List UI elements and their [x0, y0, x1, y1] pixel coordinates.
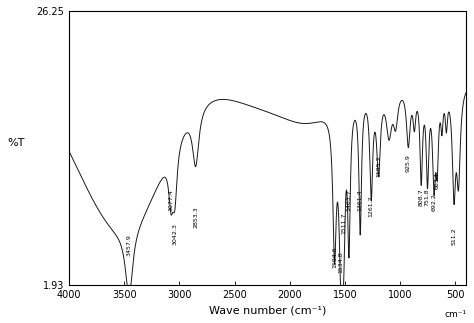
Text: 1594.6: 1594.6	[332, 246, 337, 268]
Y-axis label: %T: %T	[7, 138, 24, 148]
Text: 3077.4: 3077.4	[168, 189, 173, 211]
Text: 1511.7: 1511.7	[341, 212, 346, 234]
Text: 751.8: 751.8	[425, 188, 430, 206]
Text: 692.2: 692.2	[431, 193, 437, 211]
Text: 1195.2: 1195.2	[376, 156, 381, 177]
Text: 1463.7: 1463.7	[346, 190, 351, 211]
Text: 808.7: 808.7	[419, 188, 424, 206]
Text: 663.1: 663.1	[435, 171, 440, 189]
Text: cm⁻¹: cm⁻¹	[444, 310, 466, 319]
Text: 1261.2: 1261.2	[369, 195, 374, 217]
Text: 1534.8: 1534.8	[338, 252, 344, 273]
Text: 925.9: 925.9	[406, 154, 410, 172]
Text: 3457.9: 3457.9	[127, 234, 131, 256]
Text: 1361.4: 1361.4	[358, 190, 363, 211]
X-axis label: Wave number (cm⁻¹): Wave number (cm⁻¹)	[209, 306, 327, 316]
Text: 2853.3: 2853.3	[193, 206, 198, 228]
Text: 511.2: 511.2	[451, 227, 456, 245]
Text: 3042.3: 3042.3	[173, 223, 177, 245]
